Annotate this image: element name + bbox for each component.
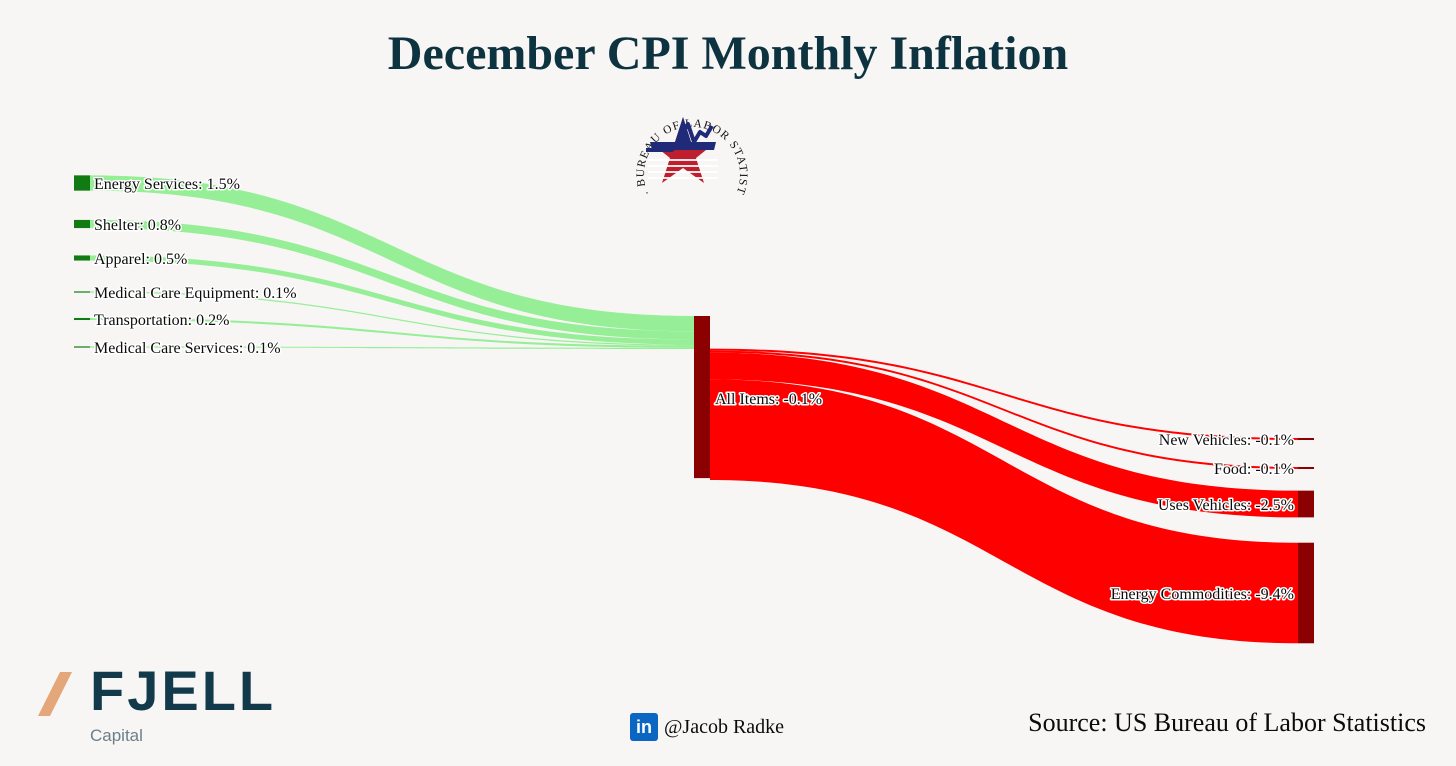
label-medical-care-services: Medical Care Services: 0.1%: [94, 340, 281, 357]
label-food: Food: -0.1%: [1214, 461, 1294, 478]
label-all-items: All Items: -0.1%: [715, 391, 822, 408]
label-energy-commodities: Energy Commodities: -9.4%: [1111, 586, 1294, 603]
source-note: Source: US Bureau of Labor Statistics: [1028, 708, 1426, 737]
link-new-vehicles[interactable]: [710, 348, 1298, 440]
node-food[interactable]: [1298, 467, 1314, 469]
author-name: @Jacob Radke: [664, 715, 785, 738]
link-uses-vehicles[interactable]: [710, 352, 1298, 518]
label-apparel: Apparel: 0.5%: [94, 251, 187, 268]
label-transportation: Transportation: 0.2%: [94, 312, 229, 329]
brand-name: FJELL: [90, 659, 277, 722]
link-energy-services[interactable]: [90, 175, 694, 332]
bls-seal-text: U.S. BUREAU OF LABOR STATISTICS: [0, 0, 749, 197]
author-credit[interactable]: in @Jacob Radke: [630, 712, 784, 742]
link-apparel[interactable]: [90, 255, 694, 345]
link-medical-care-services[interactable]: [90, 346, 694, 349]
node-shelter[interactable]: [74, 219, 90, 229]
brand-subtitle: Capital: [90, 726, 143, 745]
label-uses-vehicles: Uses Vehicles: -2.5%: [1158, 497, 1294, 514]
link-medical-care-equipment[interactable]: [90, 291, 694, 346]
label-energy-services: Energy Services: 1.5%: [94, 176, 240, 193]
node-energy-commodities[interactable]: [1298, 542, 1314, 644]
bls-logo: U.S. BUREAU OF LABOR STATISTICS: [0, 0, 749, 197]
link-transportation[interactable]: [90, 317, 694, 348]
node-medical-care-equipment[interactable]: [74, 291, 90, 293]
bls-trend-icon: [646, 122, 714, 152]
node-all-items[interactable]: [694, 316, 710, 479]
chart-title: December CPI Monthly Inflation: [387, 27, 1069, 80]
slash-icon: [38, 672, 72, 716]
node-uses-vehicles[interactable]: [1298, 490, 1314, 518]
node-medical-care-services[interactable]: [74, 346, 90, 348]
link-food[interactable]: [710, 350, 1298, 469]
node-apparel[interactable]: [74, 255, 90, 261]
label-medical-care-equipment: Medical Care Equipment: 0.1%: [94, 285, 297, 302]
link-shelter[interactable]: [90, 219, 694, 340]
node-transportation[interactable]: [74, 317, 90, 321]
node-new-vehicles[interactable]: [1298, 438, 1314, 440]
node-energy-services[interactable]: [74, 175, 90, 191]
label-new-vehicles: New Vehicles: -0.1%: [1159, 432, 1294, 449]
linkedin-icon[interactable]: in: [630, 713, 658, 741]
link-energy-commodities[interactable]: [710, 379, 1298, 644]
label-shelter: Shelter: 0.8%: [94, 217, 181, 234]
